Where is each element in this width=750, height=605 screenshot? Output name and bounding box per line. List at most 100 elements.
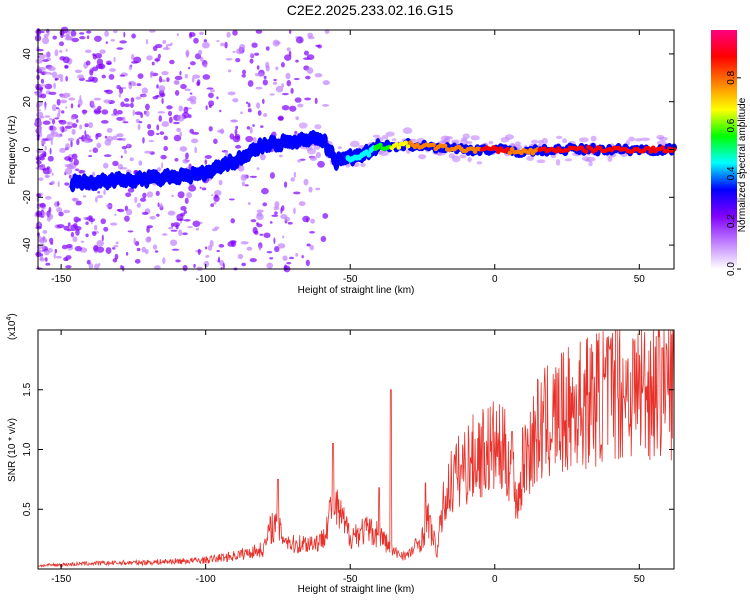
noise-blob	[467, 157, 472, 163]
noise-blob	[141, 87, 148, 94]
noise-blob	[166, 105, 173, 110]
noise-blob	[64, 163, 72, 168]
noise-blob	[203, 39, 207, 43]
noise-blob	[255, 29, 263, 34]
noise-blob	[536, 159, 546, 164]
noise-blob	[272, 81, 278, 85]
noise-blob	[86, 35, 90, 40]
noise-blob	[260, 125, 264, 129]
noise-blob	[191, 138, 199, 144]
noise-blob	[64, 125, 73, 129]
noise-blob	[55, 107, 60, 110]
noise-blob	[71, 37, 80, 43]
noise-blob	[158, 85, 166, 92]
noise-blob	[294, 97, 302, 103]
noise-blob	[124, 215, 130, 222]
noise-blob	[526, 155, 534, 161]
noise-blob	[39, 255, 43, 261]
noise-blob	[249, 258, 257, 263]
noise-blob	[154, 250, 159, 253]
noise-blob	[71, 123, 78, 128]
noise-blob	[92, 147, 99, 154]
noise-blob	[199, 31, 204, 36]
noise-blob	[183, 218, 191, 222]
noise-blob	[106, 127, 113, 133]
noise-blob	[42, 168, 47, 171]
noise-blob	[59, 93, 66, 98]
ridge-core	[505, 146, 510, 152]
noise-blob	[206, 87, 214, 90]
noise-blob	[241, 73, 246, 78]
noise-blob	[42, 120, 51, 125]
noise-blob	[225, 150, 229, 158]
ridge-core	[660, 145, 665, 150]
noise-blob	[165, 44, 169, 50]
noise-blob	[65, 75, 68, 82]
noise-blob	[298, 201, 306, 207]
noise-blob	[144, 150, 152, 154]
noise-blob	[240, 174, 247, 182]
noise-blob	[79, 35, 86, 40]
noise-blob	[263, 75, 267, 80]
noise-blob	[269, 257, 274, 260]
noise-blob	[537, 140, 544, 144]
noise-blob	[256, 211, 263, 217]
spectrogram-x-tick-label: -50	[343, 274, 358, 285]
noise-blob	[56, 98, 61, 106]
noise-blob	[259, 233, 264, 236]
noise-blob	[104, 30, 109, 37]
noise-blob	[94, 52, 103, 59]
snr-y-tick-label: 1.5	[22, 382, 33, 396]
noise-blob	[444, 136, 454, 140]
noise-blob	[213, 138, 218, 145]
noise-blob	[214, 194, 218, 199]
noise-blob	[628, 136, 635, 142]
noise-blob	[555, 135, 563, 139]
noise-blob	[122, 116, 126, 123]
noise-blob	[47, 66, 56, 72]
noise-blob	[247, 108, 252, 113]
noise-blob	[232, 98, 239, 103]
noise-blob	[138, 160, 143, 166]
ridge-core	[528, 147, 534, 153]
noise-blob	[85, 233, 89, 238]
noise-blob	[245, 135, 254, 143]
noise-blob	[197, 248, 201, 255]
noise-blob	[168, 116, 173, 124]
noise-blob	[159, 131, 165, 135]
noise-blob	[281, 83, 285, 88]
noise-blob	[76, 138, 80, 146]
noise-blob	[161, 70, 169, 76]
colorbar-tick-label: 0.8	[726, 70, 737, 84]
noise-blob	[147, 123, 152, 130]
noise-blob	[211, 228, 218, 232]
noise-blob	[289, 256, 294, 260]
noise-blob	[76, 119, 79, 123]
noise-blob	[263, 113, 268, 118]
noise-blob	[47, 155, 54, 162]
noise-blob	[48, 168, 52, 174]
noise-blob	[309, 231, 315, 234]
noise-blob	[44, 257, 48, 262]
ridge-core	[493, 146, 499, 151]
noise-blob	[555, 159, 561, 166]
noise-blob	[67, 222, 71, 227]
noise-blob	[531, 139, 538, 144]
ridge-core	[324, 142, 330, 149]
noise-blob	[54, 248, 58, 254]
noise-blob	[50, 130, 55, 135]
noise-blob	[116, 110, 123, 115]
noise-blob	[44, 115, 51, 118]
noise-blob	[35, 160, 42, 165]
noise-blob	[203, 260, 210, 268]
noise-blob	[607, 156, 613, 162]
noise-blob	[274, 211, 278, 215]
noise-blob	[96, 195, 104, 199]
noise-blob	[51, 71, 58, 79]
noise-blob	[269, 172, 275, 179]
noise-blob	[459, 154, 467, 159]
noise-blob	[190, 61, 196, 66]
noise-blob	[129, 102, 134, 108]
noise-blob	[51, 104, 57, 112]
